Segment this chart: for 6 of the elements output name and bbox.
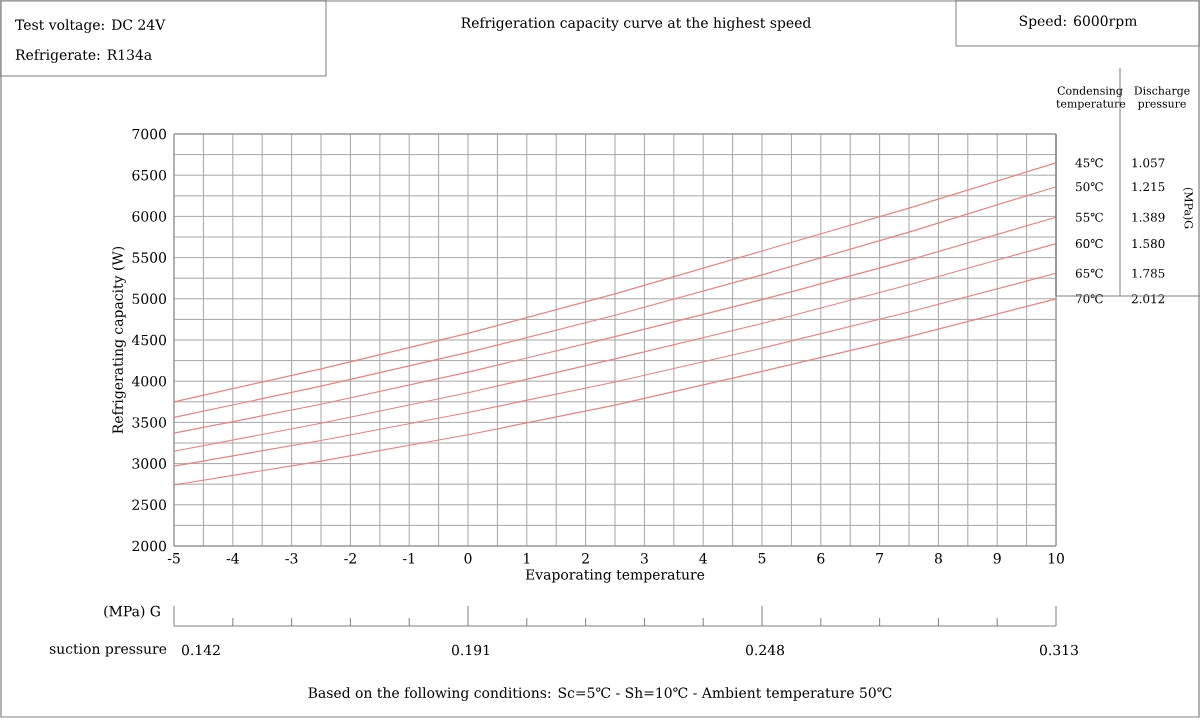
line-series bbox=[173, 186, 1057, 419]
line-series bbox=[173, 272, 1057, 467]
line-series bbox=[173, 298, 1057, 486]
line-series bbox=[173, 216, 1057, 434]
line-series bbox=[173, 242, 1057, 452]
line-series bbox=[173, 162, 1057, 403]
